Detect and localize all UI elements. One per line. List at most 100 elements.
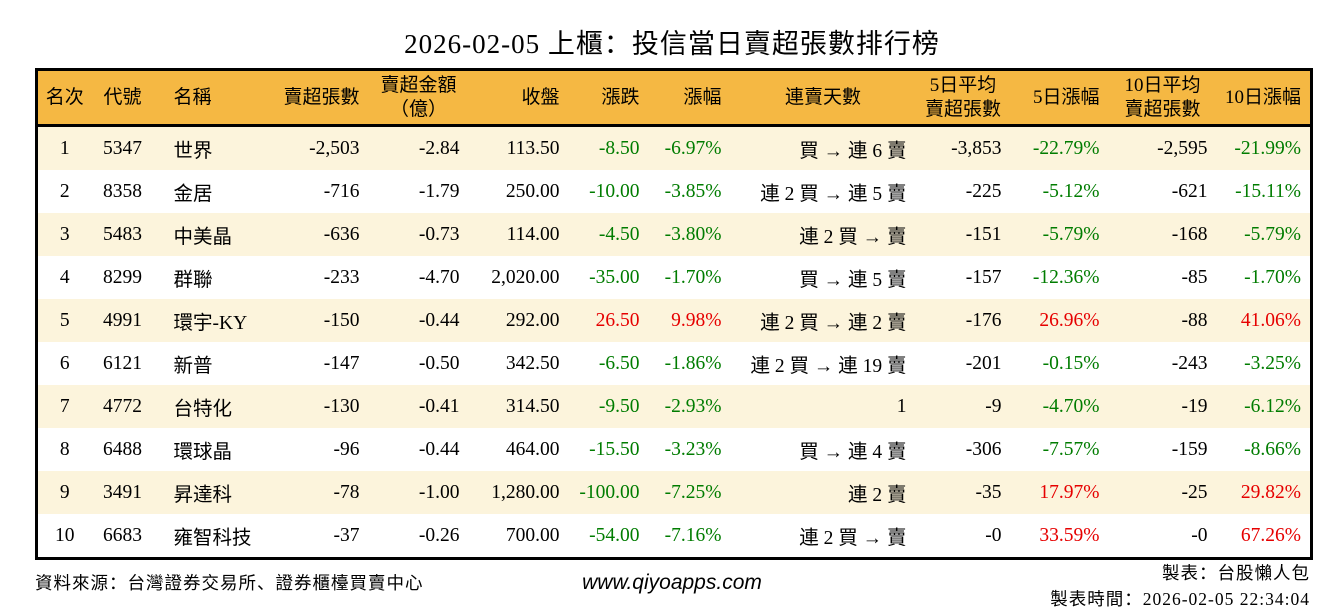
page-title: 2026-02-05 上櫃：投信當日賣超張數排行榜 xyxy=(404,29,940,59)
stock-name-cell: 雍智科技 xyxy=(173,528,252,549)
avg5-volume-cell: -201 xyxy=(965,352,1002,374)
change-cell: -35.00 xyxy=(589,266,640,288)
avg10-volume-cell: -85 xyxy=(1181,266,1208,288)
col-header-code: 代號 xyxy=(91,69,154,127)
avg5-volume-cell: -9 xyxy=(985,395,1002,417)
pct10-cell: -5.79% xyxy=(1244,223,1301,245)
avg10-volume-cell: -159 xyxy=(1171,438,1208,460)
table-row: 5 4991 環宇-KY -150 -0.44 292.00 26.50 9.9… xyxy=(36,299,1312,342)
col-header-avg10: 10日平均 賣超張數 xyxy=(1108,69,1217,127)
sell-volume-cell: -37 xyxy=(333,524,360,546)
change-pct-cell: -7.16% xyxy=(664,524,722,546)
avg10-volume-cell: -168 xyxy=(1171,223,1208,245)
change-cell: -6.50 xyxy=(598,352,640,374)
maker-label: 製表：台股懶人包 xyxy=(1162,563,1310,583)
pct5-cell: -0.15% xyxy=(1042,352,1100,374)
col-header-change: 漲跌 xyxy=(568,69,649,127)
table-row: 9 3491 昇達科 -78 -1.00 1,280.00 -100.00 -7… xyxy=(36,471,1312,514)
sell-amount-cell: -0.44 xyxy=(418,438,460,460)
change-cell: -10.00 xyxy=(589,180,640,202)
pct5-cell: 17.97% xyxy=(1039,481,1100,503)
close-price-cell: 1,280.00 xyxy=(491,481,560,503)
change-pct-cell: -2.93% xyxy=(664,395,722,417)
avg5-volume-cell: -35 xyxy=(975,481,1002,503)
header-row: 名次 代號 名稱 賣超張數 賣超金額 （億） 收盤 漲跌 漲幅 連賣天數 5日平… xyxy=(36,69,1312,127)
rank-cell: 9 xyxy=(59,481,70,503)
stock-name-cell: 金居 xyxy=(173,184,213,205)
sell-volume-cell: -233 xyxy=(323,266,360,288)
rank-cell: 2 xyxy=(59,180,70,202)
close-price-cell: 113.50 xyxy=(506,137,560,159)
change-cell: -8.50 xyxy=(598,137,640,159)
streak-cell: 連 2 買 → 連 19 賣 xyxy=(750,356,907,377)
pct10-cell: -21.99% xyxy=(1234,137,1301,159)
avg10-volume-cell: -19 xyxy=(1181,395,1208,417)
sell-amount-cell: -2.84 xyxy=(418,137,460,159)
streak-cell: 買 → 連 5 賣 xyxy=(799,270,907,291)
close-price-cell: 700.00 xyxy=(505,524,560,546)
avg5-volume-cell: -157 xyxy=(965,266,1002,288)
col-header-streak: 連賣天數 xyxy=(730,69,916,127)
table-row: 6 6121 新普 -147 -0.50 342.50 -6.50 -1.86%… xyxy=(36,342,1312,385)
table-row: 2 8358 金居 -716 -1.79 250.00 -10.00 -3.85… xyxy=(36,170,1312,213)
streak-cell: 買 → 連 6 賣 xyxy=(799,141,907,162)
ranking-table-container: 名次 代號 名稱 賣超張數 賣超金額 （億） 收盤 漲跌 漲幅 連賣天數 5日平… xyxy=(35,68,1313,560)
change-cell: -15.50 xyxy=(589,438,640,460)
stock-name-cell: 台特化 xyxy=(173,399,233,420)
stock-name-cell: 中美晶 xyxy=(173,227,233,248)
ranking-table: 名次 代號 名稱 賣超張數 賣超金額 （億） 收盤 漲跌 漲幅 連賣天數 5日平… xyxy=(35,68,1313,560)
pct5-cell: -22.79% xyxy=(1032,137,1100,159)
pct10-cell: 67.26% xyxy=(1240,524,1301,546)
sell-volume-cell: -716 xyxy=(323,180,360,202)
sell-amount-cell: -1.00 xyxy=(418,481,460,503)
sell-volume-cell: -78 xyxy=(333,481,360,503)
change-pct-cell: 9.98% xyxy=(671,309,722,331)
change-cell: -100.00 xyxy=(579,481,640,503)
streak-cell: 1 xyxy=(896,395,907,417)
col-header-change-pct: 漲幅 xyxy=(648,69,731,127)
col-header-pct5: 5日漲幅 xyxy=(1010,69,1109,127)
avg10-volume-cell: -621 xyxy=(1171,180,1208,202)
streak-cell: 連 2 買 → 連 5 賣 xyxy=(760,184,907,205)
change-cell: -9.50 xyxy=(598,395,640,417)
col-header-rank: 名次 xyxy=(36,69,92,127)
close-price-cell: 342.50 xyxy=(505,352,560,374)
stock-code-cell: 6683 xyxy=(103,524,142,546)
streak-cell: 連 2 賣 xyxy=(847,485,907,506)
close-price-cell: 314.50 xyxy=(505,395,560,417)
stock-name-cell: 環宇-KY xyxy=(173,313,248,334)
col-header-name: 名稱 xyxy=(153,69,274,127)
stock-code-cell: 8358 xyxy=(103,180,142,202)
sell-amount-cell: -0.26 xyxy=(418,524,460,546)
pct10-cell: -1.70% xyxy=(1244,266,1301,288)
pct5-cell: 33.59% xyxy=(1039,524,1100,546)
data-source-note: 資料來源：台灣證券交易所、證券櫃檯買賣中心 xyxy=(35,573,424,593)
close-price-cell: 2,020.00 xyxy=(491,266,560,288)
col-header-close: 收盤 xyxy=(468,69,569,127)
avg10-volume-cell: -88 xyxy=(1181,309,1208,331)
streak-cell: 連 2 買 → 賣 xyxy=(799,227,907,248)
change-pct-cell: -1.86% xyxy=(664,352,722,374)
pct5-cell: -12.36% xyxy=(1032,266,1100,288)
rank-cell: 1 xyxy=(59,137,70,159)
avg5-volume-cell: -3,853 xyxy=(951,137,1002,159)
stock-code-cell: 8299 xyxy=(103,266,142,288)
stock-code-cell: 4991 xyxy=(103,309,142,331)
stock-code-cell: 6488 xyxy=(103,438,142,460)
sell-volume-cell: -130 xyxy=(323,395,360,417)
website-link[interactable]: www.qiyoapps.com xyxy=(582,571,762,594)
streak-cell: 連 2 買 → 連 2 賣 xyxy=(760,313,907,334)
pct10-cell: -3.25% xyxy=(1244,352,1301,374)
avg5-volume-cell: -306 xyxy=(965,438,1002,460)
change-pct-cell: -3.85% xyxy=(664,180,722,202)
avg5-volume-cell: -176 xyxy=(965,309,1002,331)
rank-cell: 6 xyxy=(59,352,70,374)
rank-cell: 10 xyxy=(55,524,75,546)
sell-volume-cell: -150 xyxy=(323,309,360,331)
avg10-volume-cell: -0 xyxy=(1191,524,1208,546)
timestamp-label: 製表時間：2026-02-05 22:34:04 xyxy=(1050,589,1310,609)
avg10-volume-cell: -25 xyxy=(1181,481,1208,503)
col-header-pct10: 10日漲幅 xyxy=(1216,69,1312,127)
change-cell: 26.50 xyxy=(595,309,640,331)
stock-name-cell: 新普 xyxy=(173,356,213,377)
